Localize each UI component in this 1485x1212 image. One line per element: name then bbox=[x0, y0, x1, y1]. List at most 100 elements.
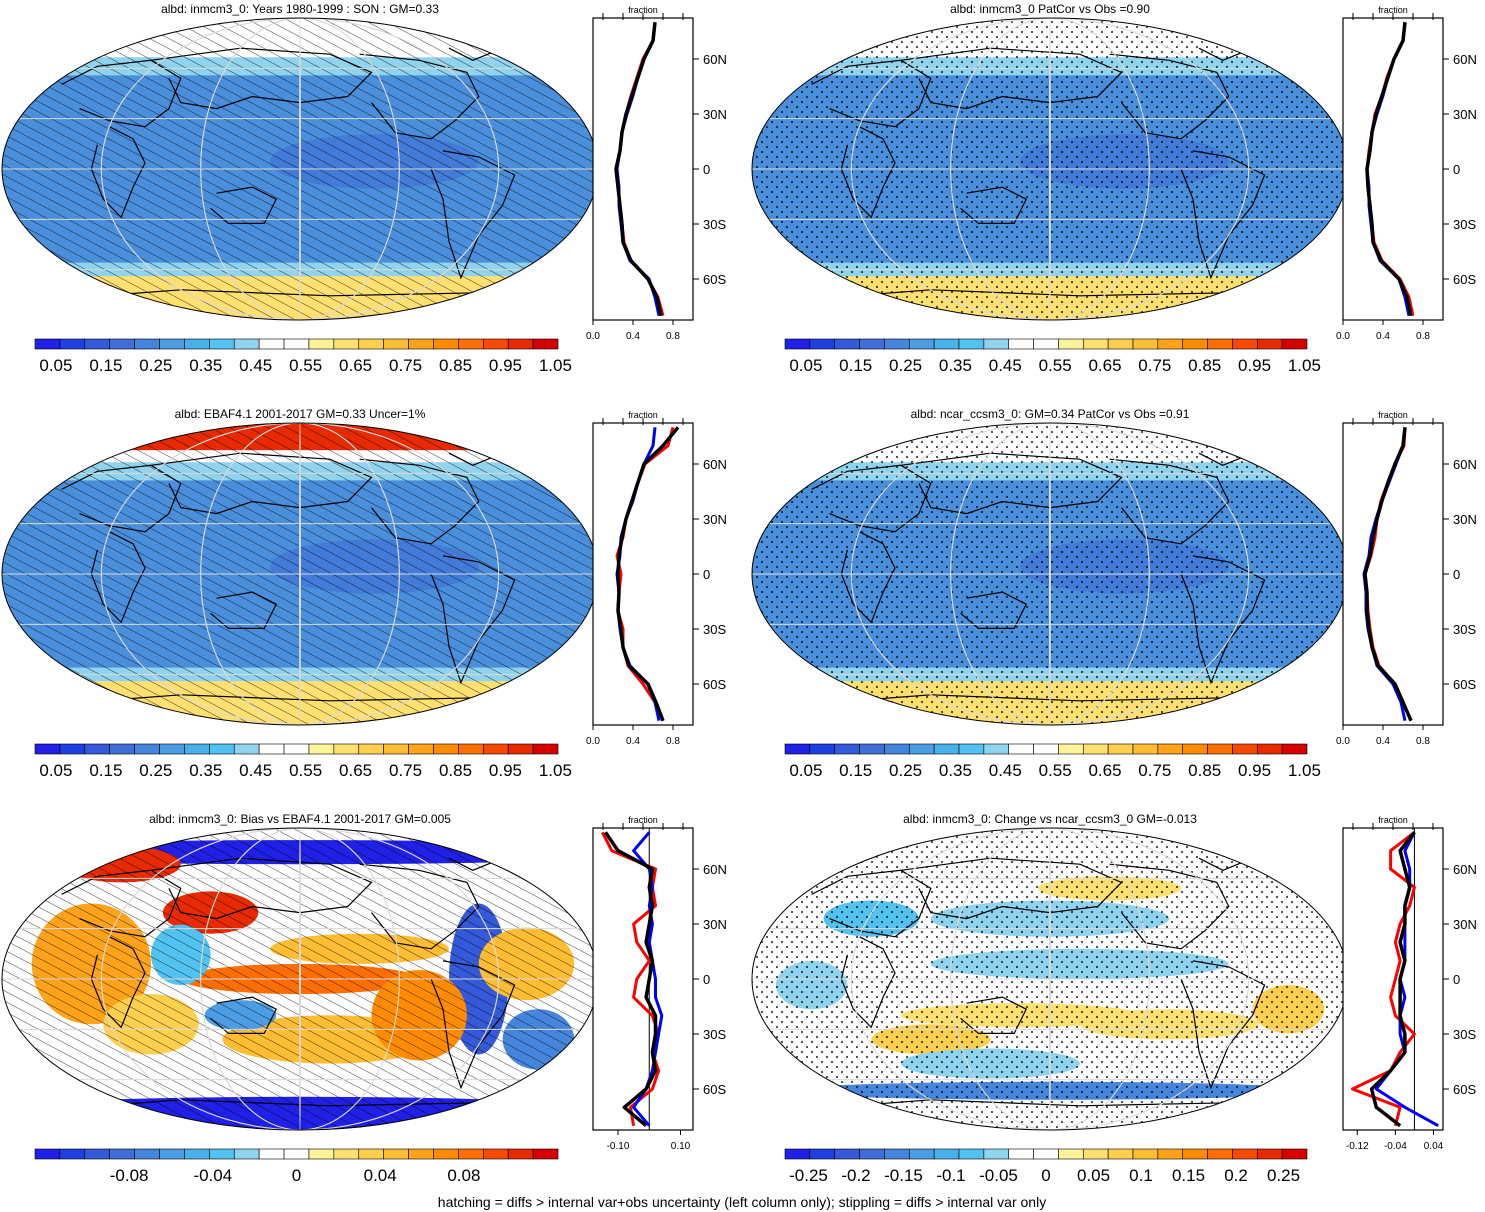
map-title: albd: ncar_ccsm3_0: GM=0.34 PatCor vs Ob… bbox=[911, 407, 1190, 421]
map-title: albd: EBAF4.1 2001-2017 GM=0.33 Uncer=1% bbox=[175, 407, 426, 421]
colorbar-tick-label: 0.85 bbox=[1188, 356, 1221, 375]
x-tick-label: 0.0 bbox=[1336, 331, 1350, 342]
panel-2: albd: inmcm3_0 PatCor vs Obs =0.900.05 0.… bbox=[751, 2, 1477, 375]
latitude-tick-label: 60S bbox=[1453, 677, 1476, 692]
colorbar-tick-label: 0.95 bbox=[489, 761, 522, 780]
colorbar-tick-label: 0.15 bbox=[839, 356, 872, 375]
latitude-tick-label: 0 bbox=[1453, 972, 1460, 987]
colorbar-tick-label: 0.65 bbox=[339, 356, 372, 375]
zonal-mean-plot: fraction 60N 30N 0 30S 60S -0.12 -0.04 0.04 bbox=[1342, 815, 1477, 1152]
colorbar-tick-label: 0.55 bbox=[289, 761, 322, 780]
colorbar-tick-label: 0.45 bbox=[239, 761, 272, 780]
colorbar-tick-label: 0.05 bbox=[789, 356, 822, 375]
latitude-tick-label: 60S bbox=[703, 1082, 726, 1097]
x-tick-label: 0.4 bbox=[626, 736, 640, 747]
colorbar-tick-label: 0.75 bbox=[1138, 356, 1171, 375]
colorbar: 0.05 0.15 0.25 0.35 0.45 0.55 0.65 0.75 0.85 0.95… bbox=[34, 338, 572, 375]
map-field bbox=[2, 828, 598, 1130]
colorbar-tick-label: 0.85 bbox=[439, 356, 472, 375]
latitude-tick-label: 30S bbox=[703, 622, 726, 637]
colorbar-tick-label: 0.08 bbox=[447, 1166, 480, 1185]
latitude-tick-label: 0 bbox=[703, 162, 710, 177]
colorbar-tick-label: 0.65 bbox=[339, 761, 372, 780]
colorbar-tick-label: 0.15 bbox=[839, 761, 872, 780]
colorbar-tick-label: 1.05 bbox=[539, 761, 572, 780]
colorbar-tick-label: -0.15 bbox=[884, 1166, 923, 1185]
latitude-tick-label: 60S bbox=[703, 677, 726, 692]
map-field bbox=[752, 18, 1348, 320]
latitude-tick-label: 60N bbox=[703, 457, 727, 472]
latitude-tick-label: 30N bbox=[703, 512, 727, 527]
colorbar-tick-label: 1.05 bbox=[1288, 356, 1321, 375]
latitude-tick-label: 30N bbox=[1453, 512, 1477, 527]
panel-5: albd: inmcm3_0: Bias vs EBAF4.1 2001-201… bbox=[1, 812, 727, 1185]
colorbar-tick-label: 0.75 bbox=[1138, 761, 1171, 780]
map-title: albd: inmcm3_0: Bias vs EBAF4.1 2001-201… bbox=[149, 812, 451, 826]
plot-title: fraction bbox=[628, 815, 658, 825]
x-tick-label: -0.10 bbox=[607, 1141, 630, 1152]
colorbar-tick-label: 1.05 bbox=[1288, 761, 1321, 780]
colorbar-tick-label: 0.15 bbox=[1172, 1166, 1205, 1185]
colorbar-tick-label: 0.25 bbox=[139, 761, 172, 780]
panel-3: albd: EBAF4.1 2001-2017 GM=0.33 Uncer=1%… bbox=[1, 407, 727, 780]
colorbar-tick-label: 0.75 bbox=[389, 356, 422, 375]
colorbar-tick-label: 0 bbox=[1041, 1166, 1050, 1185]
latitude-tick-label: 60N bbox=[1453, 862, 1477, 877]
colorbar-tick-label: 0.55 bbox=[1039, 761, 1072, 780]
x-tick-label: -0.04 bbox=[1384, 1141, 1407, 1152]
latitude-tick-label: 30N bbox=[703, 107, 727, 122]
series-line-red bbox=[601, 831, 661, 1126]
zonal-mean-plot: fraction 60N 30N 0 30S 60S 0.0 0.4 0.8 bbox=[586, 5, 727, 342]
colorbar: 0.05 0.15 0.25 0.35 0.45 0.55 0.65 0.75 0.85 0.95… bbox=[784, 338, 1321, 375]
colorbar-tick-label: 0.05 bbox=[39, 356, 72, 375]
x-tick-label: 0.0 bbox=[586, 331, 600, 342]
x-tick-label: 0.8 bbox=[1416, 331, 1430, 342]
series-line-black bbox=[1363, 427, 1413, 722]
x-tick-label: 0.8 bbox=[666, 736, 680, 747]
map-title: albd: inmcm3_0: Years 1980-1999 : SON : … bbox=[161, 2, 439, 16]
x-tick-label: 0.4 bbox=[1376, 736, 1390, 747]
x-tick-label: 0.8 bbox=[1416, 736, 1430, 747]
colorbar-tick-label: 0.45 bbox=[989, 761, 1022, 780]
latitude-tick-label: 30S bbox=[1453, 217, 1476, 232]
colorbar-tick-label: 1.05 bbox=[539, 356, 572, 375]
latitude-tick-label: 30N bbox=[703, 917, 727, 932]
map-field bbox=[2, 18, 598, 320]
colorbar: 0.05 0.15 0.25 0.35 0.45 0.55 0.65 0.75 0.85 0.95… bbox=[784, 743, 1321, 780]
colorbar-tick-label: 0.05 bbox=[1077, 1166, 1110, 1185]
colorbar-tick-label: 0.35 bbox=[939, 356, 972, 375]
colorbar-tick-label: 0.25 bbox=[139, 356, 172, 375]
colorbar-tick-label: 0.15 bbox=[89, 356, 122, 375]
zonal-mean-plot: fraction 60N 30N 0 30S 60S -0.10 0.10 bbox=[592, 815, 727, 1152]
x-tick-label: 0.0 bbox=[586, 736, 600, 747]
colorbar: -0.08 -0.04 0 0.04 0.08 bbox=[34, 1148, 559, 1185]
zonal-mean-plot: fraction 60N 30N 0 30S 60S 0.0 0.4 0.8 bbox=[1336, 410, 1477, 747]
series-line-black bbox=[604, 831, 658, 1128]
colorbar-tick-label: 0.95 bbox=[489, 356, 522, 375]
map-field bbox=[2, 423, 598, 725]
colorbar-tick-label: 0.35 bbox=[939, 761, 972, 780]
latitude-tick-label: 60S bbox=[1453, 272, 1476, 287]
latitude-tick-label: 0 bbox=[703, 972, 710, 987]
x-tick-label: 0.8 bbox=[666, 331, 680, 342]
map-field bbox=[752, 828, 1348, 1130]
latitude-tick-label: 30S bbox=[1453, 1027, 1476, 1042]
colorbar-tick-label: 0.85 bbox=[439, 761, 472, 780]
latitude-tick-label: 60S bbox=[1453, 1082, 1476, 1097]
plot-title: fraction bbox=[628, 5, 658, 15]
colorbar-tick-label: 0.15 bbox=[89, 761, 122, 780]
latitude-tick-label: 30N bbox=[1453, 107, 1477, 122]
colorbar-tick-label: 0.65 bbox=[1088, 761, 1121, 780]
latitude-tick-label: 60N bbox=[1453, 457, 1477, 472]
series-line-black bbox=[1369, 831, 1416, 1128]
plot-title: fraction bbox=[1378, 5, 1408, 15]
series-line-black bbox=[614, 22, 663, 317]
latitude-tick-label: 60S bbox=[703, 272, 726, 287]
colorbar-tick-label: 0.45 bbox=[239, 356, 272, 375]
colorbar-tick-label: 0.05 bbox=[789, 761, 822, 780]
latitude-tick-label: 0 bbox=[1453, 567, 1460, 582]
panel-4: albd: ncar_ccsm3_0: GM=0.34 PatCor vs Ob… bbox=[751, 407, 1477, 780]
panel-1: albd: inmcm3_0: Years 1980-1999 : SON : … bbox=[1, 2, 727, 375]
x-tick-label: 0.4 bbox=[626, 331, 640, 342]
